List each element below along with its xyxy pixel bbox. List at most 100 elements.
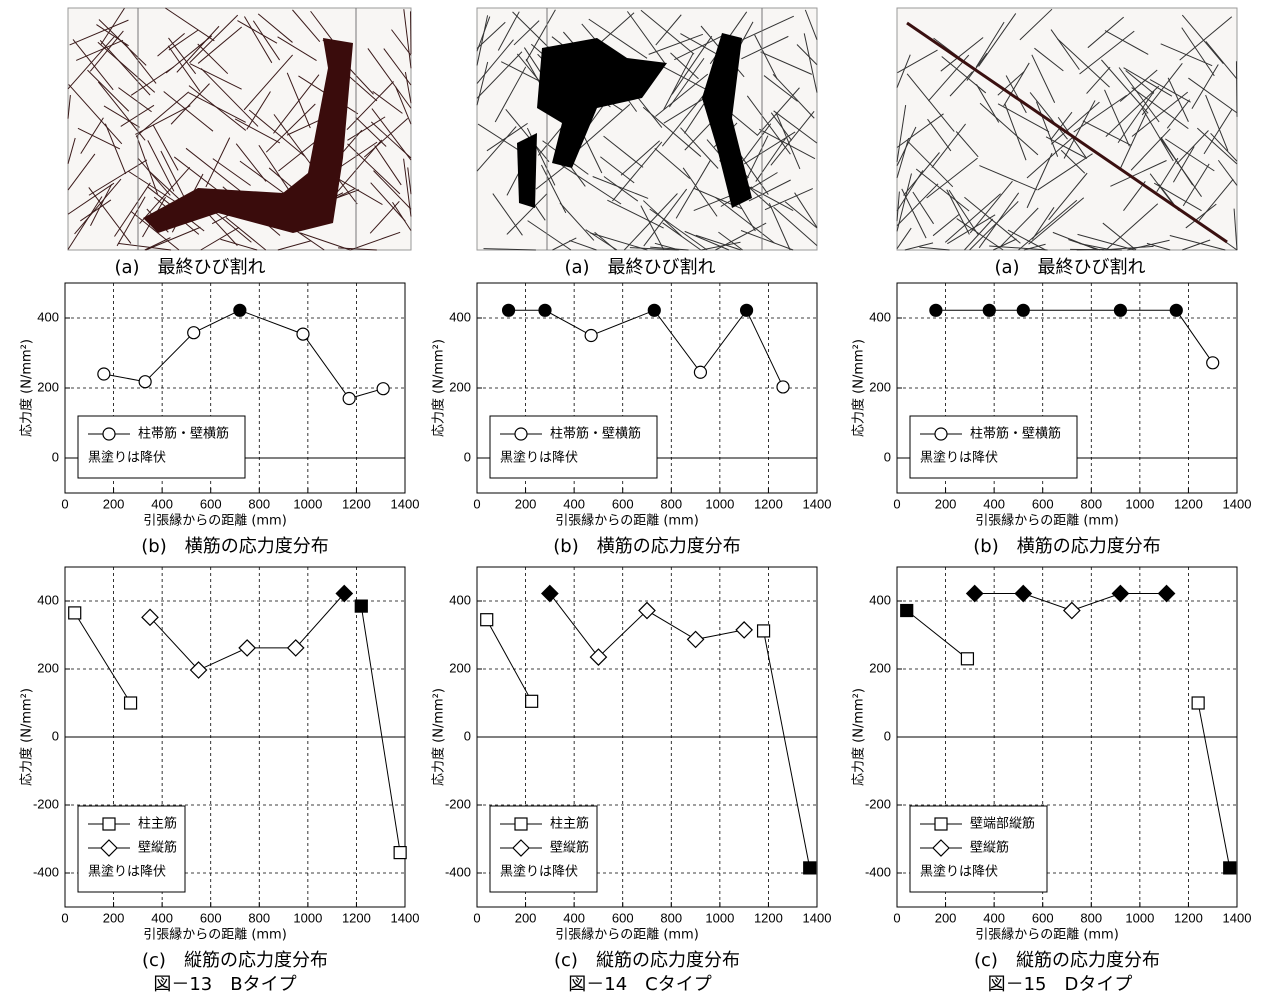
legend-label: 柱帯筋・壁横筋: [550, 426, 641, 442]
point: [234, 304, 246, 316]
x-tick-label: 600: [200, 910, 222, 925]
chart: 0200400600800100012001400-400-2000200400…: [851, 567, 1252, 971]
point: [125, 697, 137, 709]
legend-marker: [935, 818, 947, 830]
y-tick-label: 400: [869, 592, 891, 607]
y-axis-label: 応力度 (N/mm²): [19, 688, 35, 786]
x-tick-label: 1000: [705, 910, 734, 925]
y-tick-label: 0: [884, 449, 891, 464]
x-tick-label: 0: [893, 910, 900, 925]
x-tick-label: 1400: [803, 496, 832, 511]
y-tick-label: 200: [37, 379, 59, 394]
point: [239, 640, 255, 656]
x-tick-label: 1200: [342, 910, 371, 925]
point: [736, 622, 752, 638]
legend-box: [910, 416, 1077, 478]
y-axis-label: 応力度 (N/mm²): [851, 339, 867, 437]
x-tick-label: 1000: [705, 496, 734, 511]
y-tick-label: 200: [869, 379, 891, 394]
spalling: [517, 133, 537, 208]
legend-label: 柱帯筋・壁横筋: [138, 426, 229, 442]
point: [1159, 586, 1175, 602]
x-tick-label: 200: [515, 496, 537, 511]
crack-photo: [897, 8, 1237, 250]
legend-note: 黒塗りは降伏: [500, 450, 578, 466]
legend-note: 黒塗りは降伏: [920, 864, 998, 880]
point: [481, 614, 493, 626]
y-tick-label: -200: [865, 796, 891, 811]
crack-photo: [477, 8, 817, 250]
legend-box: [490, 416, 657, 478]
x-tick-label: 1200: [1174, 910, 1203, 925]
legend-note: 黒塗りは降伏: [88, 450, 166, 466]
chart-title: (b) 横筋の応力度分布: [553, 536, 740, 557]
point: [741, 304, 753, 316]
legend-label: 壁端部縦筋: [970, 816, 1035, 832]
point: [967, 586, 983, 602]
x-tick-label: 0: [61, 910, 68, 925]
point: [1224, 862, 1236, 874]
point: [688, 631, 704, 647]
point: [355, 600, 367, 612]
x-tick-label: 800: [248, 910, 270, 925]
x-tick-label: 1200: [754, 910, 783, 925]
point: [1017, 304, 1029, 316]
crack-caption: (a) 最終ひび割れ: [114, 257, 265, 278]
point: [961, 653, 973, 665]
x-tick-label: 400: [983, 496, 1005, 511]
point: [1207, 357, 1219, 369]
y-axis-label: 応力度 (N/mm²): [19, 339, 35, 437]
point: [983, 304, 995, 316]
y-tick-label: 400: [37, 309, 59, 324]
legend-marker: [103, 818, 115, 830]
y-tick-label: 200: [449, 660, 471, 675]
y-axis-label: 応力度 (N/mm²): [431, 688, 447, 786]
y-tick-label: -200: [33, 796, 59, 811]
series-line: [150, 594, 344, 671]
point: [1112, 586, 1128, 602]
point: [758, 625, 770, 637]
chart-title: (b) 横筋の応力度分布: [141, 536, 328, 557]
chart-title: (c) 縦筋の応力度分布: [974, 950, 1160, 971]
crack-caption: (a) 最終ひび割れ: [994, 257, 1145, 278]
x-tick-label: 600: [1032, 910, 1054, 925]
chart: 0200400600800100012001400-400-2000200400…: [19, 567, 420, 971]
x-tick-label: 1400: [1223, 496, 1252, 511]
x-tick-label: 200: [935, 910, 957, 925]
x-tick-label: 1400: [803, 910, 832, 925]
x-tick-label: 800: [660, 910, 682, 925]
x-axis-label: 引張縁からの距離 (mm): [975, 927, 1119, 943]
point: [585, 330, 597, 342]
point: [377, 383, 389, 395]
chart-title: (b) 横筋の応力度分布: [973, 536, 1160, 557]
y-tick-label: -400: [865, 864, 891, 879]
point: [1192, 697, 1204, 709]
legend-marker: [103, 428, 115, 440]
x-tick-label: 400: [563, 496, 585, 511]
x-tick-label: 800: [660, 496, 682, 511]
y-tick-label: 400: [449, 592, 471, 607]
x-tick-label: 1000: [1125, 496, 1154, 511]
x-tick-label: 400: [151, 910, 173, 925]
point: [139, 376, 151, 388]
legend-label: 壁縦筋: [138, 840, 177, 856]
crack-line: [1070, 249, 1122, 250]
y-tick-label: 200: [869, 660, 891, 675]
series-line: [509, 310, 783, 387]
y-tick-label: 400: [449, 309, 471, 324]
x-axis-label: 引張縁からの距離 (mm): [143, 513, 287, 529]
x-tick-label: 1000: [293, 910, 322, 925]
x-tick-label: 400: [151, 496, 173, 511]
chart-title: (c) 縦筋の応力度分布: [554, 950, 740, 971]
x-tick-label: 0: [893, 496, 900, 511]
point: [394, 847, 406, 859]
x-tick-label: 600: [1032, 496, 1054, 511]
point: [1114, 304, 1126, 316]
chart-title: (c) 縦筋の応力度分布: [142, 950, 328, 971]
point: [343, 393, 355, 405]
x-tick-label: 200: [935, 496, 957, 511]
y-tick-label: 0: [464, 728, 471, 743]
point: [188, 327, 200, 339]
point: [930, 304, 942, 316]
